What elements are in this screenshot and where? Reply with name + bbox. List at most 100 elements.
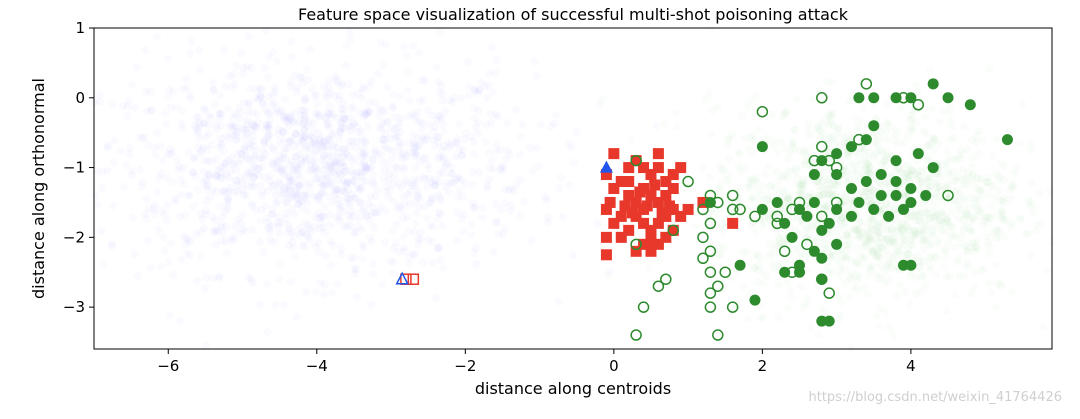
cloud-point [147, 263, 155, 271]
cloud-point [327, 238, 335, 246]
cloud-point [353, 293, 361, 301]
cloud-point [419, 258, 427, 266]
cloud-point [890, 331, 898, 339]
cloud-point [346, 137, 354, 145]
cloud-point [237, 49, 245, 57]
point-square-filled [660, 231, 672, 243]
cloud-point [335, 217, 343, 225]
cloud-point [260, 248, 268, 256]
cloud-point [942, 161, 950, 169]
cloud-point [994, 227, 1002, 235]
cloud-point [383, 83, 391, 91]
cloud-point [912, 82, 920, 90]
cloud-point [826, 112, 834, 120]
point-circle-filled [845, 183, 857, 194]
cloud-point [709, 107, 717, 115]
cloud-point [394, 123, 402, 131]
cloud-point [183, 249, 191, 257]
cloud-point [954, 152, 962, 160]
cloud-point [979, 137, 987, 145]
cloud-point [853, 226, 861, 234]
cloud-point [210, 100, 218, 108]
cloud-point [283, 199, 291, 207]
cloud-point [203, 186, 211, 194]
cloud-point [885, 323, 893, 331]
cloud-point [920, 258, 928, 266]
cloud-point [249, 225, 257, 233]
cloud-point [936, 117, 944, 125]
cloud-point [400, 43, 408, 51]
cloud-point [347, 123, 355, 131]
point-circle-open [830, 161, 843, 174]
cloud-point [799, 303, 807, 311]
cloud-point [975, 127, 983, 135]
cloud-point [455, 186, 463, 194]
cloud-point [134, 272, 142, 280]
cloud-point [774, 281, 782, 289]
point-circle-filled [860, 176, 872, 188]
point-square-filled [630, 245, 642, 257]
cloud-point [655, 256, 663, 264]
cloud-point [543, 196, 551, 204]
cloud-point [99, 260, 107, 268]
cloud-point [153, 188, 161, 196]
cloud-point [965, 194, 973, 202]
cloud-point [288, 53, 296, 61]
cloud-point [968, 227, 976, 235]
cloud-point [492, 219, 500, 227]
cloud-point [104, 142, 112, 150]
cloud-point [448, 98, 456, 106]
cloud-point [423, 132, 431, 140]
cloud-point [918, 179, 926, 187]
cloud-point [481, 82, 489, 90]
cloud-point [725, 176, 733, 184]
cloud-point [470, 104, 478, 112]
cloud-point [295, 182, 303, 190]
cloud-point [988, 201, 996, 209]
cloud-point [691, 222, 699, 230]
cloud-point [934, 188, 942, 196]
cloud-point [301, 97, 309, 105]
cloud-point [604, 272, 612, 280]
cloud-point [460, 227, 468, 235]
cloud-point [316, 225, 324, 233]
cloud-point [653, 122, 661, 130]
cloud-point [747, 196, 755, 204]
cloud-point [999, 213, 1007, 221]
cloud-point [325, 165, 333, 173]
cloud-point [774, 148, 782, 156]
point-circle-filled [905, 196, 917, 208]
cloud-point [367, 301, 375, 309]
cloud-point [177, 256, 185, 264]
point-square-filled [667, 183, 679, 194]
cloud-point [164, 93, 172, 101]
cloud-point [788, 295, 796, 303]
point-circle-open [897, 92, 910, 104]
cloud-point [307, 45, 315, 53]
cloud-point [915, 217, 923, 225]
cloud-point [934, 236, 942, 244]
cloud-point [372, 99, 380, 107]
cloud-point [394, 133, 402, 141]
cloud-point [248, 120, 256, 128]
cloud-point [197, 253, 205, 261]
cloud-point [261, 65, 269, 73]
cloud-point [379, 158, 387, 166]
cloud-point [358, 207, 366, 215]
cloud-point [217, 141, 225, 149]
point-square-filled [615, 231, 627, 243]
cloud-point [555, 298, 563, 306]
point-circle-filled [801, 210, 813, 222]
cloud-point [850, 284, 858, 292]
cloud-point [265, 123, 273, 131]
cloud-point [829, 136, 837, 144]
cloud-point [126, 144, 134, 152]
point-circle-filled [964, 99, 976, 111]
cloud-point [470, 150, 478, 158]
cloud-point [392, 239, 400, 247]
cloud-point [918, 224, 926, 232]
cloud-point [205, 111, 213, 119]
cloud-point [386, 135, 394, 143]
cloud-point [772, 168, 780, 176]
cloud-point [381, 239, 389, 247]
